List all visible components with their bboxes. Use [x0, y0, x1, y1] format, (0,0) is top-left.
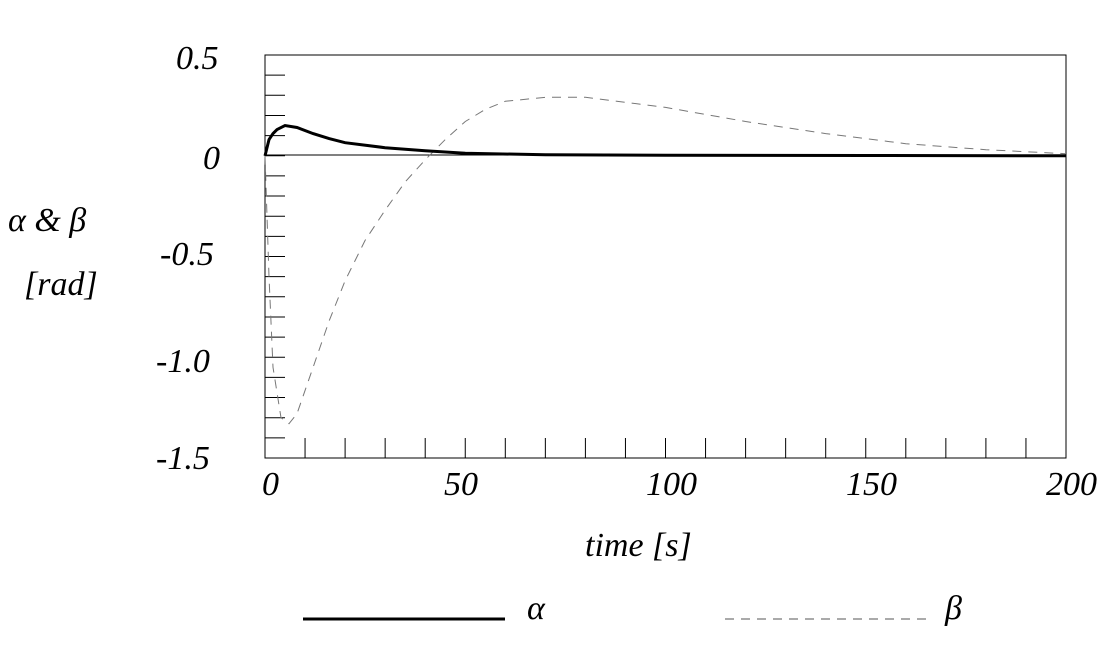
y-tick-label: 0 [203, 140, 220, 177]
x-tick-label: 150 [846, 466, 897, 503]
alpha-series-line [263, 123, 1067, 158]
y-tick-label: -1.0 [156, 343, 210, 380]
y-axis-title: α & β [8, 202, 87, 239]
x-axis-title: time [s] [585, 527, 692, 564]
x-tick-label: 50 [444, 466, 478, 503]
y-axis-unit: [rad] [24, 266, 98, 303]
beta-series-line [264, 96, 1067, 425]
x-tick-label: 0 [262, 466, 279, 503]
plot-frame [264, 54, 1067, 459]
y-tick-label: 0.5 [176, 40, 219, 77]
y-tick-marks [265, 74, 285, 439]
x-tick-marks [304, 438, 1027, 458]
y-tick-label: -0.5 [160, 236, 214, 273]
legend-beta-label: β [945, 590, 962, 627]
legend-alpha-label: α [527, 590, 545, 627]
x-tick-label: 200 [1046, 466, 1097, 503]
x-tick-label: 100 [646, 466, 697, 503]
y-tick-label: -1.5 [156, 440, 210, 477]
